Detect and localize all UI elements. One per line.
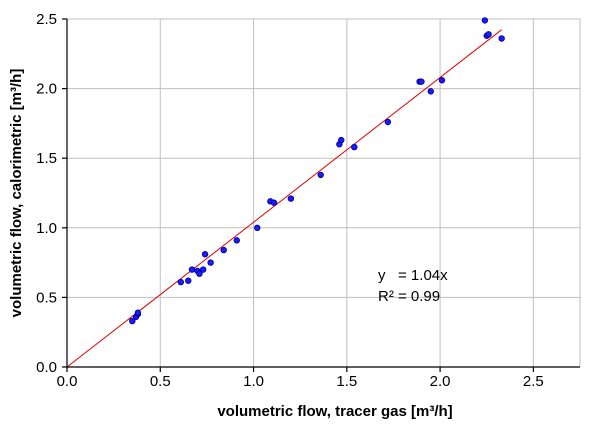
- data-points: [129, 17, 505, 325]
- x-tick-label: 0.5: [150, 373, 171, 390]
- y-tick-label: 0.5: [36, 289, 57, 306]
- data-point: [233, 237, 240, 244]
- data-point: [418, 78, 425, 85]
- y-axis-title: volumetric flow, calorimetric [m³/h]: [8, 69, 25, 318]
- r-squared-label: R² = 0.99: [378, 288, 440, 305]
- data-point: [177, 278, 184, 286]
- y-tick-label: 2.0: [36, 81, 57, 98]
- y-tick-label: 1.0: [36, 220, 57, 237]
- data-point: [481, 17, 489, 24]
- axes: [66, 19, 580, 368]
- x-tick-label: 1.5: [336, 373, 357, 390]
- x-tick-label: 1.0: [243, 373, 264, 390]
- tick-labels: 0.0 0.5 1.0 1.5 2.0 2.5 0.0 0.5 1.0 1.5 2.0 2.5: [36, 11, 544, 390]
- data-point: [338, 136, 345, 144]
- x-axis-title: volumetric flow, tracer gas [m³/h]: [217, 403, 452, 420]
- data-point: [351, 143, 358, 151]
- data-point: [384, 118, 392, 126]
- data-point: [270, 199, 278, 206]
- data-point: [185, 277, 192, 284]
- data-point: [485, 31, 492, 38]
- x-tick-label: 0.0: [57, 373, 78, 390]
- trendline: [66, 29, 502, 368]
- data-point: [201, 251, 209, 258]
- x-tick-label: 2.0: [430, 373, 451, 390]
- equation-label: y = 1.04x: [378, 267, 448, 284]
- data-point: [254, 224, 261, 231]
- data-point: [317, 171, 324, 179]
- data-point: [287, 195, 295, 202]
- grid: [67, 18, 581, 367]
- data-point: [427, 88, 434, 95]
- data-point: [196, 270, 203, 277]
- data-point: [188, 266, 196, 273]
- trendline-group: [66, 29, 502, 368]
- y-tick-label: 0.0: [36, 359, 57, 376]
- data-point: [207, 259, 214, 266]
- data-point: [220, 246, 227, 254]
- data-point: [129, 317, 136, 325]
- y-tick-label: 1.5: [36, 150, 57, 167]
- data-point: [498, 35, 505, 42]
- y-tick-label: 2.5: [36, 11, 57, 28]
- data-point: [134, 309, 142, 316]
- data-point: [438, 77, 446, 84]
- data-point: [199, 266, 207, 273]
- x-tick-label: 2.5: [523, 373, 544, 390]
